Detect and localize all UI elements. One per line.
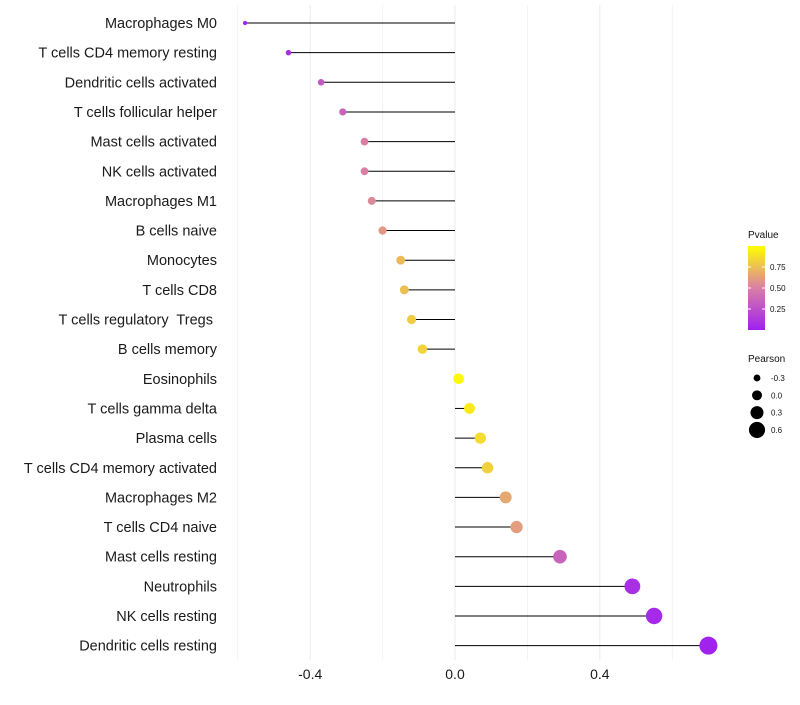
lollipop-point [481, 462, 494, 474]
lollipop-point [360, 137, 369, 146]
size-legend-dot [752, 390, 762, 401]
size-legend-dot [750, 406, 764, 420]
category-label: T cells follicular helper [74, 105, 217, 121]
lollipop-point [399, 285, 409, 295]
lollipop-point [464, 402, 475, 414]
size-legend-dot [753, 374, 761, 382]
size-legend-label: 0.6 [771, 426, 783, 435]
category-label: T cells regulatory Tregs [59, 313, 218, 329]
lollipop-point [645, 607, 663, 625]
category-label: NK cells activated [102, 164, 217, 180]
category-label: T cells CD4 memory resting [38, 46, 217, 62]
category-label: Monocytes [147, 253, 217, 269]
size-legend-label: 0.0 [771, 391, 783, 400]
lollipop-point [367, 196, 376, 205]
colorbar-tick-label: 0.25 [770, 305, 786, 314]
lollipop-point [510, 520, 523, 534]
pearson-legend: Pearson -0.3 0.0 0.3 0.6 [748, 354, 785, 438]
x-tick-label: 0.0 [445, 666, 465, 682]
category-label: Eosinophils [143, 372, 217, 388]
gridlines [237, 5, 673, 660]
lollipop-point [699, 636, 718, 655]
colorbar-tick-label: 0.75 [770, 263, 786, 272]
category-label: Macrophages M2 [105, 490, 217, 506]
y-axis-category-labels: Macrophages M0 T cells CD4 memory resting… [24, 16, 218, 655]
lollipop-point [360, 167, 369, 176]
pearson-legend-title: Pearson [748, 354, 785, 365]
category-label: T cells CD4 memory activated [24, 461, 217, 477]
category-label: B cells memory [118, 342, 218, 358]
category-label: T cells CD4 naive [104, 520, 217, 536]
category-label: B cells naive [136, 224, 217, 240]
lollipop-point [406, 314, 417, 325]
pvalue-colorbar [748, 246, 765, 330]
category-label: Plasma cells [136, 431, 217, 447]
category-label: T cells gamma delta [88, 401, 218, 417]
size-legend-label: -0.3 [771, 374, 785, 383]
x-tick-label: -0.4 [298, 666, 322, 682]
x-tick-label: 0.4 [590, 666, 610, 682]
category-label: Mast cells activated [90, 135, 217, 151]
category-label: Dendritic cells resting [79, 639, 217, 655]
x-axis-tick-labels: -0.4 0.0 0.4 [298, 666, 610, 682]
colorbar-tick-label: 0.50 [770, 284, 786, 293]
lollipop-point [242, 20, 248, 26]
lollipop-point [396, 255, 406, 265]
pvalue-legend-title: Pvalue [748, 230, 779, 241]
category-label: Macrophages M1 [105, 194, 217, 210]
lollipop-point [378, 226, 387, 235]
lollipop-point [474, 432, 486, 444]
lollipop-point [453, 373, 464, 385]
pearson-legend-items: -0.3 0.0 0.3 0.6 [748, 374, 785, 438]
size-legend-label: 0.3 [771, 409, 783, 418]
lollipop-point [339, 108, 347, 116]
lollipop-point [624, 578, 641, 595]
category-label: T cells CD8 [142, 283, 217, 299]
lollipop-points [242, 20, 718, 655]
category-label: Dendritic cells activated [65, 75, 217, 91]
pvalue-legend-ticks: 0.25 0.50 0.75 [748, 263, 786, 314]
lollipop-point [499, 491, 512, 504]
category-label: NK cells resting [116, 609, 217, 625]
lollipop-point [553, 549, 567, 564]
category-label: Neutrophils [144, 579, 217, 595]
size-legend-dot [748, 421, 766, 438]
category-label: Macrophages M0 [105, 16, 217, 32]
lollipop-point [417, 344, 428, 354]
lollipop-sticks [245, 22, 709, 647]
pvalue-legend: Pvalue 0.25 0.50 0.75 [748, 230, 786, 330]
lollipop-point [285, 49, 292, 56]
lollipop-point [317, 79, 325, 86]
category-label: Mast cells resting [105, 550, 217, 566]
